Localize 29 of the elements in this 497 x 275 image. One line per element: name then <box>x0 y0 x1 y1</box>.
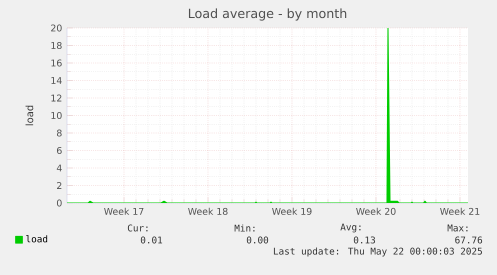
x-tick-label: Week 21 <box>440 208 480 215</box>
y-tick-label: 6 <box>57 146 62 154</box>
legend-label: load <box>26 235 48 242</box>
y-tick-label: 0 <box>56 199 62 207</box>
text: 0.01 <box>140 236 162 244</box>
y-tick-label: 2 <box>57 182 62 189</box>
y-axis-title: load <box>26 106 34 126</box>
chart-title: Load average - by month <box>188 8 346 21</box>
text: Min: <box>234 224 254 232</box>
x-tick-label: Week 19 <box>272 208 312 215</box>
y-tick-label: 12 <box>51 94 62 102</box>
x-tick-label: Week 17 <box>104 208 144 215</box>
x-tick-label: Week 20 <box>356 208 396 215</box>
text: 67.76 <box>455 236 482 244</box>
x-tick-label: Week 18 <box>188 208 228 215</box>
y-tick-label: 8 <box>56 129 62 137</box>
text: Avg: <box>340 224 360 232</box>
y-tick-label: 10 <box>51 112 62 120</box>
text: 0.00 <box>246 236 268 244</box>
y-tick-label: 16 <box>51 59 62 67</box>
line-series <box>67 28 468 203</box>
text: Last update: Thu May 22 00:00:03 2025 <box>274 247 482 257</box>
text: Max: <box>448 224 468 232</box>
y-tick-label: 14 <box>51 77 62 84</box>
y-tick-label: 18 <box>51 42 62 50</box>
y-tick-label: 4 <box>56 164 62 172</box>
text: 0.13 <box>354 236 376 244</box>
text: Cur: <box>128 224 148 232</box>
y-tick-label: 20 <box>51 24 62 32</box>
